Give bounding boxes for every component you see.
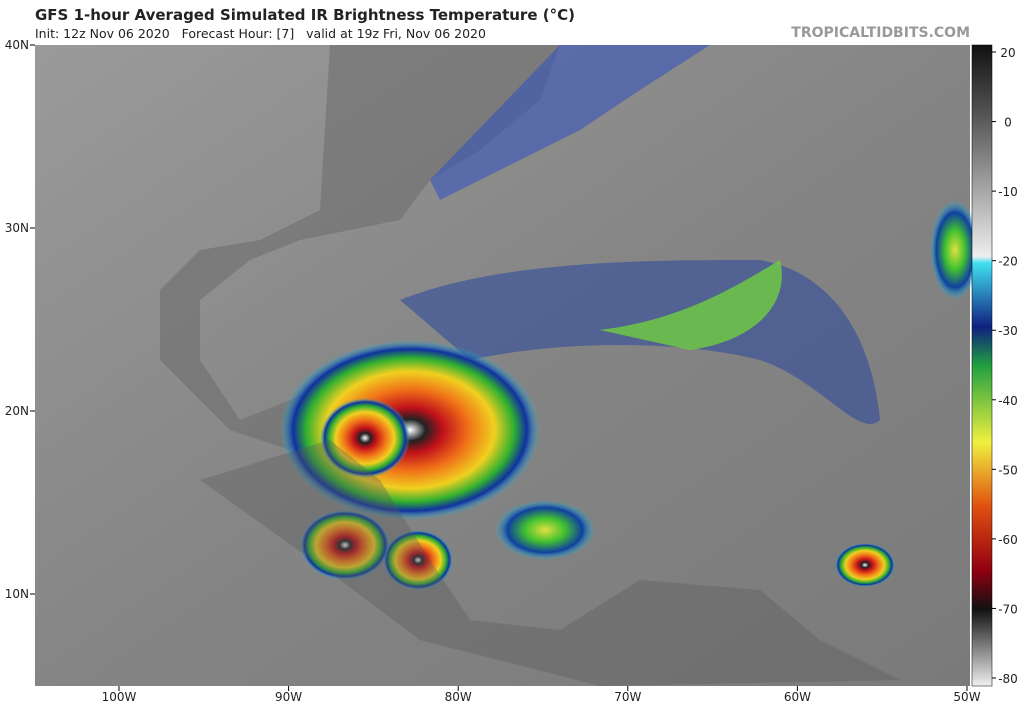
lat-label: 10N bbox=[5, 587, 29, 601]
lon-label: 90W bbox=[275, 690, 302, 704]
colorbar-label: -70 bbox=[998, 602, 1018, 616]
colorbar bbox=[971, 44, 993, 687]
map bbox=[35, 45, 980, 686]
lat-label: 20N bbox=[5, 404, 29, 418]
lon-label: 100W bbox=[102, 690, 137, 704]
colorbar-label: -40 bbox=[998, 394, 1018, 408]
colorbar-label: -80 bbox=[998, 672, 1018, 686]
lon-label: 50W bbox=[953, 690, 980, 704]
lon-label: 70W bbox=[614, 690, 641, 704]
colorbar-label: -20 bbox=[998, 255, 1018, 269]
colorbar-label: -50 bbox=[998, 463, 1018, 477]
lon-label: 80W bbox=[445, 690, 472, 704]
colorbar-label: -30 bbox=[998, 324, 1018, 338]
lat-label: 30N bbox=[5, 221, 29, 235]
subtitle: Init: 12z Nov 06 2020 Forecast Hour: [7]… bbox=[35, 26, 486, 41]
colorbar-label: -10 bbox=[998, 185, 1018, 199]
watermark: TROPICALTIDBITS.COM bbox=[791, 25, 970, 41]
lat-label: 40N bbox=[5, 38, 29, 52]
colorbar-label: -60 bbox=[998, 533, 1018, 547]
lon-label: 60W bbox=[784, 690, 811, 704]
colorbar-label: 20 bbox=[1000, 46, 1015, 60]
title: GFS 1-hour Averaged Simulated IR Brightn… bbox=[35, 6, 575, 24]
colorbar-label: 0 bbox=[1004, 116, 1012, 130]
